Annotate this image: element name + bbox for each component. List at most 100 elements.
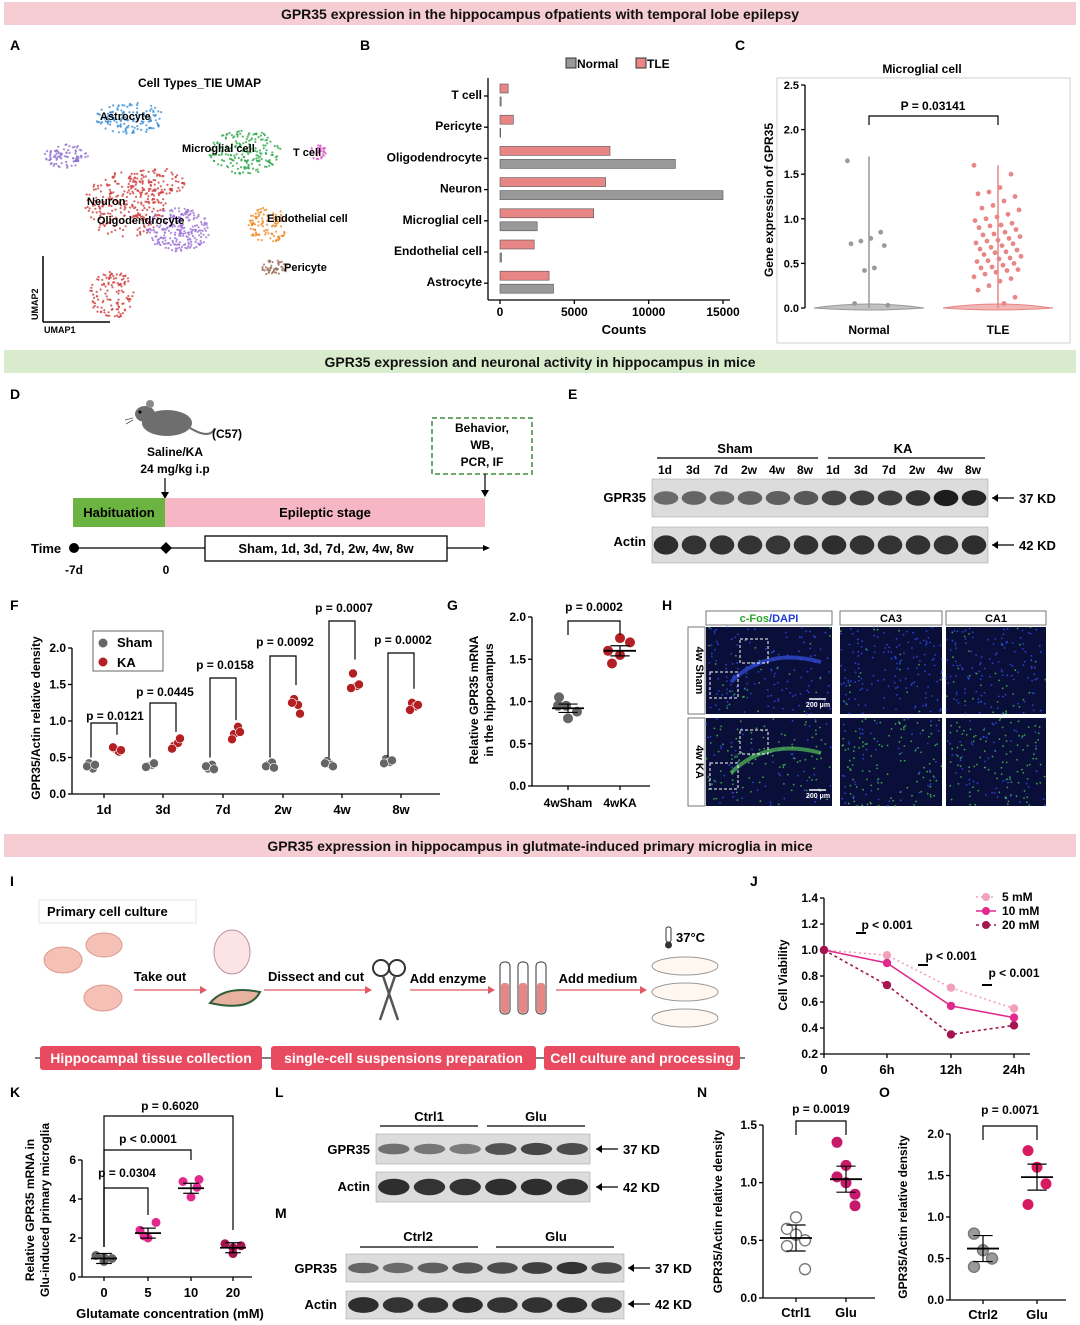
h-signal-dot — [785, 636, 788, 639]
c-point-tle — [988, 244, 994, 250]
umap-point — [45, 150, 49, 153]
h-signal-dot — [949, 675, 952, 678]
umap-point — [102, 200, 105, 203]
umap-point — [160, 111, 163, 114]
umap-point — [157, 217, 160, 221]
umap-point — [180, 249, 183, 252]
umap-point — [157, 200, 160, 203]
umap-point — [279, 147, 282, 150]
h-signal-dot — [975, 672, 978, 675]
time-zero-label: 0 — [163, 563, 170, 577]
h-signal-dot — [810, 680, 813, 682]
i-phase-label: Cell culture and processing — [550, 1050, 734, 1066]
umap-point — [236, 135, 239, 138]
h-signal-dot — [1026, 764, 1029, 767]
h-signal-dot — [1003, 647, 1006, 649]
h-signal-dot — [1012, 704, 1015, 707]
umap-point — [144, 175, 147, 178]
violin-frame — [776, 77, 1071, 344]
h-signal-dot — [813, 767, 815, 770]
h-signal-dot — [890, 657, 893, 660]
h-signal-dot — [1026, 778, 1029, 780]
umap-point — [177, 221, 180, 224]
h-signal-dot — [1006, 674, 1009, 677]
h-stain-header: c-Fos/DAPI — [740, 613, 799, 625]
umap-point — [259, 134, 262, 137]
umap-point — [198, 229, 201, 232]
umap-point — [114, 277, 118, 280]
h-signal-dot — [883, 697, 886, 699]
b-legend-label-normal: Normal — [577, 57, 618, 71]
f-legend-marker-ka — [98, 657, 108, 667]
umap-point — [320, 156, 323, 159]
umap-point — [280, 234, 283, 237]
h-signal-dot — [806, 689, 808, 692]
umap-point — [187, 214, 190, 217]
h-signal-dot — [988, 732, 991, 735]
h-signal-dot — [754, 647, 757, 649]
h-signal-dot — [934, 654, 936, 656]
umap-point — [238, 145, 241, 149]
umap-point — [257, 156, 260, 159]
h-signal-dot — [788, 673, 791, 676]
umap-point — [315, 158, 319, 161]
time-start-marker — [69, 543, 79, 553]
c-point-tle — [975, 191, 981, 197]
umap-point — [132, 180, 135, 183]
umap-point — [153, 231, 156, 234]
endpoint-line-3: PCR, IF — [461, 455, 504, 469]
h-signal-dot — [783, 797, 786, 800]
l-actin-band — [413, 1178, 446, 1196]
h-signal-dot — [967, 677, 970, 680]
h-signal-dot — [853, 781, 856, 783]
h-signal-dot — [1023, 734, 1026, 736]
umap-point — [71, 146, 74, 149]
umap-point — [152, 194, 156, 197]
umap-point — [143, 207, 146, 210]
h-signal-dot — [1028, 763, 1031, 766]
umap-point — [149, 109, 152, 112]
umap-point — [80, 156, 83, 159]
umap-point — [105, 276, 108, 279]
h-signal-dot — [950, 724, 953, 727]
umap-point — [257, 208, 260, 211]
h-signal-dot — [808, 725, 811, 728]
h-signal-dot — [719, 770, 722, 772]
umap-point — [165, 222, 168, 226]
h-signal-dot — [956, 721, 958, 724]
h-signal-dot — [925, 630, 928, 632]
umap-point — [167, 229, 170, 232]
h-signal-dot — [1006, 628, 1009, 630]
umap-point — [111, 130, 114, 133]
h-signal-dot — [864, 743, 867, 746]
b-category-label: Oligodendrocyte — [387, 150, 483, 164]
h-signal-dot — [931, 659, 934, 661]
umap-point — [88, 193, 91, 196]
umap-point — [212, 141, 215, 144]
umap-point — [227, 153, 230, 156]
umap-point — [147, 224, 150, 227]
umap-point — [157, 181, 160, 184]
umap-point — [249, 227, 252, 230]
h-signal-dot — [814, 720, 817, 723]
k-y-tick-label: 2 — [69, 1231, 76, 1245]
h-signal-dot — [900, 736, 903, 739]
umap-point — [158, 214, 161, 217]
umap-point — [88, 207, 91, 210]
umap-y-label: UMAP2 — [30, 288, 40, 320]
umap-point — [129, 117, 132, 120]
umap-point — [169, 216, 172, 219]
umap-point — [147, 170, 150, 173]
umap-point — [179, 231, 182, 234]
h-signal-dot — [743, 688, 746, 690]
n-x-tick-label: Ctrl1 — [781, 1305, 811, 1320]
h-signal-dot — [866, 803, 869, 806]
h-signal-dot — [1028, 804, 1031, 807]
h-signal-dot — [992, 711, 994, 714]
umap-cluster-astrocyte — [95, 102, 163, 135]
h-signal-dot — [903, 726, 905, 729]
h-signal-dot — [809, 642, 812, 645]
h-signal-dot — [916, 685, 919, 688]
umap-point — [92, 204, 95, 207]
